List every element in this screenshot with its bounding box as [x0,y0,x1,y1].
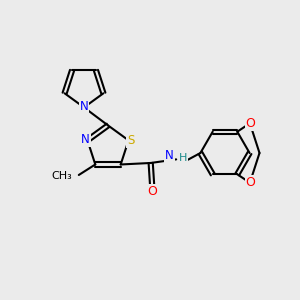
Text: N: N [81,133,90,146]
Text: O: O [147,185,157,198]
Text: O: O [246,117,255,130]
Text: CH₃: CH₃ [52,172,72,182]
Text: N: N [80,100,88,113]
Text: H: H [178,153,187,163]
Text: S: S [127,134,134,147]
Text: O: O [246,176,255,189]
Text: N: N [165,149,174,162]
